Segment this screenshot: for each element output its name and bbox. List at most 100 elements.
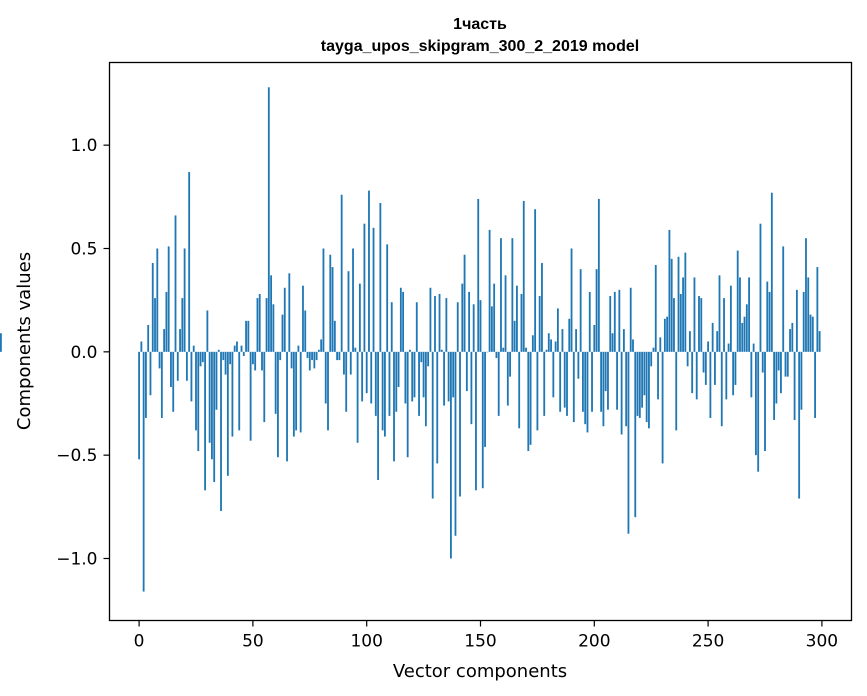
bar (725, 351, 728, 400)
bar (657, 351, 659, 400)
bar (679, 293, 682, 352)
bar (757, 351, 760, 472)
bar (780, 351, 782, 394)
bar (534, 209, 537, 352)
bar (277, 351, 279, 458)
bar (365, 351, 368, 394)
bar (195, 351, 197, 431)
y-tick-label: 0.0 (70, 343, 97, 363)
bar (584, 351, 587, 425)
bar (154, 298, 156, 352)
bar (347, 271, 350, 352)
bar (174, 215, 177, 352)
bar (272, 304, 275, 352)
bar (554, 341, 557, 352)
bar (670, 258, 673, 352)
bar (308, 351, 311, 371)
bar (704, 351, 707, 385)
bar (650, 351, 653, 367)
bar (199, 351, 202, 367)
bar (791, 322, 794, 352)
bar (404, 351, 407, 404)
bar (622, 329, 625, 352)
bar (370, 351, 373, 404)
bar (652, 347, 655, 352)
bar (167, 246, 170, 352)
bar (434, 296, 436, 352)
bar (429, 287, 432, 352)
bar (620, 351, 623, 435)
bar (575, 329, 578, 352)
bar (440, 349, 443, 352)
bar (739, 277, 741, 352)
bar (233, 345, 236, 352)
bar (609, 296, 612, 352)
bar (518, 351, 521, 429)
y-axis: −1.0 −0.5 0.0 0.5 1.0 (56, 136, 110, 570)
bar (629, 287, 632, 352)
chart-subtitle: tayga_upos_skipgram_300_2_2019 model (321, 38, 639, 55)
bar (356, 351, 359, 443)
bar (338, 351, 341, 361)
bar (602, 351, 605, 427)
bar (254, 351, 257, 371)
bar (782, 246, 785, 352)
bar (368, 190, 370, 352)
bar (288, 273, 291, 352)
bar (240, 345, 243, 352)
bar (377, 351, 379, 480)
bar (586, 351, 589, 433)
bar (759, 223, 762, 352)
bar (456, 302, 459, 352)
bar (745, 304, 748, 352)
bar (807, 277, 810, 352)
bar (142, 351, 145, 592)
bar (600, 351, 603, 412)
bar (190, 351, 193, 402)
bar (643, 351, 646, 396)
bar (531, 335, 534, 352)
bar (604, 351, 607, 392)
bar (220, 351, 222, 511)
bar (777, 351, 780, 371)
bar (784, 351, 787, 377)
bar (229, 351, 232, 365)
bar (814, 351, 816, 418)
bar (206, 310, 209, 352)
bar (543, 351, 546, 416)
bar (579, 269, 582, 352)
bar (684, 252, 687, 352)
bar (561, 329, 564, 352)
bar (213, 351, 216, 483)
bar (556, 308, 559, 352)
bar (390, 302, 393, 352)
bar (502, 347, 505, 352)
bar (354, 347, 357, 352)
bar (399, 287, 402, 352)
bar (313, 351, 316, 369)
bar (766, 281, 769, 352)
bar (415, 302, 418, 352)
bar (329, 254, 332, 352)
bar (750, 351, 753, 398)
bar (775, 351, 778, 404)
bar (636, 351, 639, 416)
bar (509, 351, 511, 377)
bar (145, 351, 147, 418)
bar (261, 351, 263, 371)
bar (263, 351, 266, 423)
bar (618, 289, 621, 352)
bar (445, 298, 448, 352)
bar (151, 262, 154, 352)
bar (388, 351, 391, 416)
bar (283, 287, 286, 352)
bar (0, 333, 2, 352)
bar (450, 351, 452, 559)
bar (525, 347, 527, 352)
bar-series (0, 87, 821, 592)
bar (372, 227, 375, 352)
bar (170, 351, 172, 387)
bar (386, 244, 389, 352)
bar (286, 351, 288, 462)
